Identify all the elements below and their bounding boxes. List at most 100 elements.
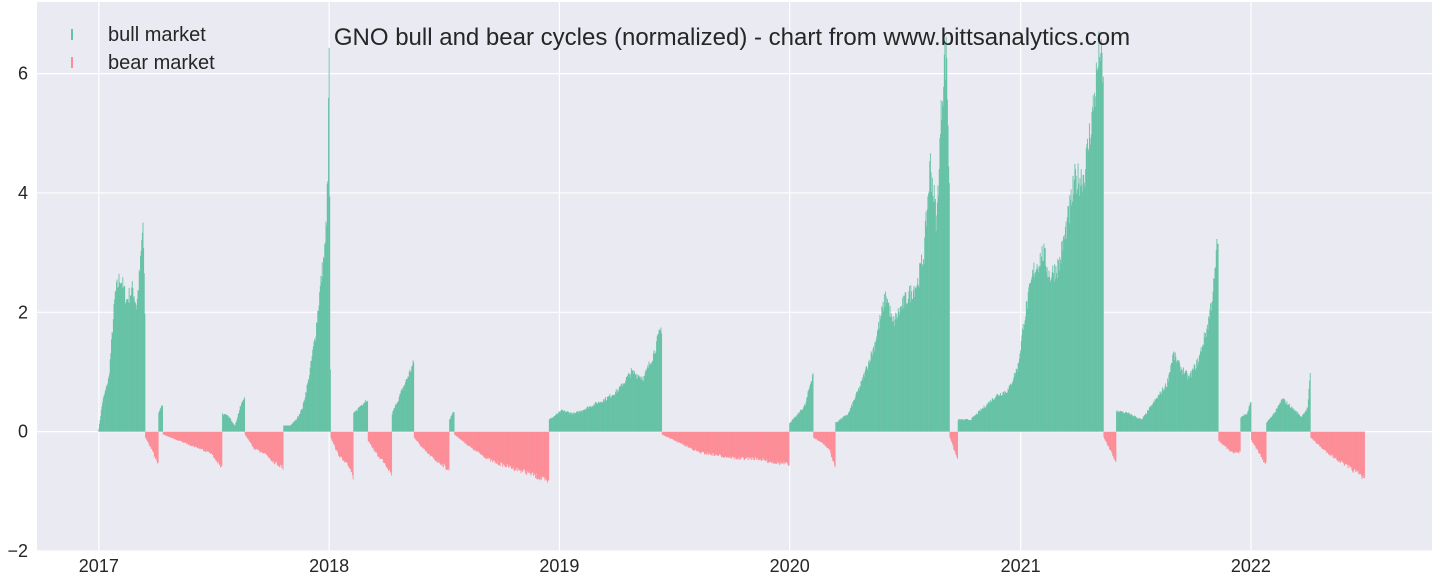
bear-bar — [375, 431, 377, 453]
bull-bar — [853, 399, 855, 432]
bull-bar — [852, 401, 854, 432]
bull-bar — [904, 292, 906, 432]
bull-bar — [99, 420, 101, 432]
bull-bar — [575, 413, 577, 432]
bull-bar — [1162, 387, 1164, 432]
bear-bar — [340, 431, 342, 457]
bear-bar — [459, 431, 461, 440]
bull-bar — [582, 410, 584, 432]
bull-bar — [327, 180, 329, 432]
bull-bar — [405, 382, 406, 432]
bull-bar — [144, 314, 146, 432]
bear-bar — [171, 431, 173, 438]
bear-bar — [443, 431, 445, 464]
bear-bar — [190, 431, 192, 447]
bull-bar — [1289, 407, 1291, 432]
bull-bar — [1151, 406, 1153, 432]
bull-bar — [286, 425, 288, 432]
bull-bar — [1011, 382, 1013, 432]
bull-bar — [993, 399, 994, 432]
bear-bar — [370, 431, 372, 445]
bull-bar — [1276, 408, 1278, 432]
bear-bar — [747, 431, 749, 461]
bull-bar — [924, 220, 926, 432]
bear-bar — [373, 431, 375, 451]
bull-bar — [1215, 249, 1217, 432]
bear-bar — [523, 431, 525, 470]
bull-bar — [1274, 412, 1276, 432]
bull-bar — [555, 413, 557, 432]
bull-bar — [868, 359, 870, 432]
bull-bar — [1210, 310, 1212, 432]
bull-bar — [451, 415, 452, 432]
bull-bar — [1008, 389, 1010, 432]
bear-bar — [381, 431, 382, 459]
bear-bar — [671, 431, 673, 440]
bear-bar — [1331, 431, 1333, 455]
bull-bar — [1246, 413, 1248, 432]
bear-bar — [1336, 431, 1338, 460]
bear-bar — [755, 431, 757, 457]
bull-bar — [872, 348, 874, 432]
bear-bar — [1336, 431, 1338, 461]
bull-bar — [1054, 278, 1056, 432]
bear-bar — [341, 431, 343, 458]
bull-bar — [884, 307, 886, 432]
bear-bar — [387, 431, 389, 469]
bear-bar — [1333, 431, 1335, 459]
bull-bar — [1271, 417, 1273, 432]
bull-bar — [879, 314, 881, 432]
bull-bar — [861, 377, 863, 432]
bear-bar — [439, 431, 440, 464]
bull-bar — [803, 405, 805, 432]
bear-bar — [480, 431, 481, 455]
bull-bar — [1141, 419, 1143, 432]
bull-bar — [998, 395, 999, 432]
bear-bar — [498, 431, 500, 466]
bear-bar — [447, 431, 449, 469]
bull-bar — [960, 418, 962, 432]
bear-bar — [336, 431, 338, 452]
bear-bar — [830, 431, 832, 457]
bull-bar — [1134, 416, 1136, 432]
bull-bar — [237, 417, 239, 432]
bull-bar — [1190, 371, 1192, 432]
bull-bar — [295, 420, 297, 432]
bear-bar — [422, 431, 424, 449]
bear-bar — [420, 431, 422, 447]
bear-bar — [697, 431, 699, 451]
bull-bar — [901, 309, 903, 432]
bull-bar — [236, 419, 238, 432]
bear-bar — [488, 431, 490, 459]
bear-bar — [420, 431, 422, 447]
bear-bar — [261, 431, 263, 453]
bull-bar — [1003, 391, 1005, 432]
bear-bar — [1237, 431, 1239, 453]
bear-bar — [205, 431, 206, 452]
bull-bar — [285, 425, 287, 432]
bear-bar — [497, 431, 499, 465]
bull-bar — [1075, 169, 1076, 432]
bear-bar — [1343, 431, 1345, 464]
bull-bar — [108, 376, 110, 432]
bear-bar — [379, 431, 381, 460]
bull-bar — [303, 400, 305, 432]
bear-bar — [346, 431, 348, 463]
bull-bar — [869, 363, 871, 432]
bull-bar — [394, 405, 396, 432]
bull-bar — [311, 356, 313, 432]
bear-bar — [520, 431, 522, 474]
bear-bar — [440, 431, 442, 465]
bear-bar — [719, 431, 721, 455]
bull-bar — [645, 370, 647, 432]
bear-bar — [342, 431, 344, 461]
bear-bar — [542, 431, 544, 478]
bull-bar — [605, 400, 607, 432]
bear-bar — [383, 431, 385, 464]
bull-bar — [1292, 408, 1294, 432]
bull-bar — [554, 415, 556, 432]
bull-bar — [317, 310, 319, 432]
bull-bar — [1170, 362, 1172, 432]
bear-bar — [478, 431, 480, 453]
bear-bar — [264, 431, 266, 454]
